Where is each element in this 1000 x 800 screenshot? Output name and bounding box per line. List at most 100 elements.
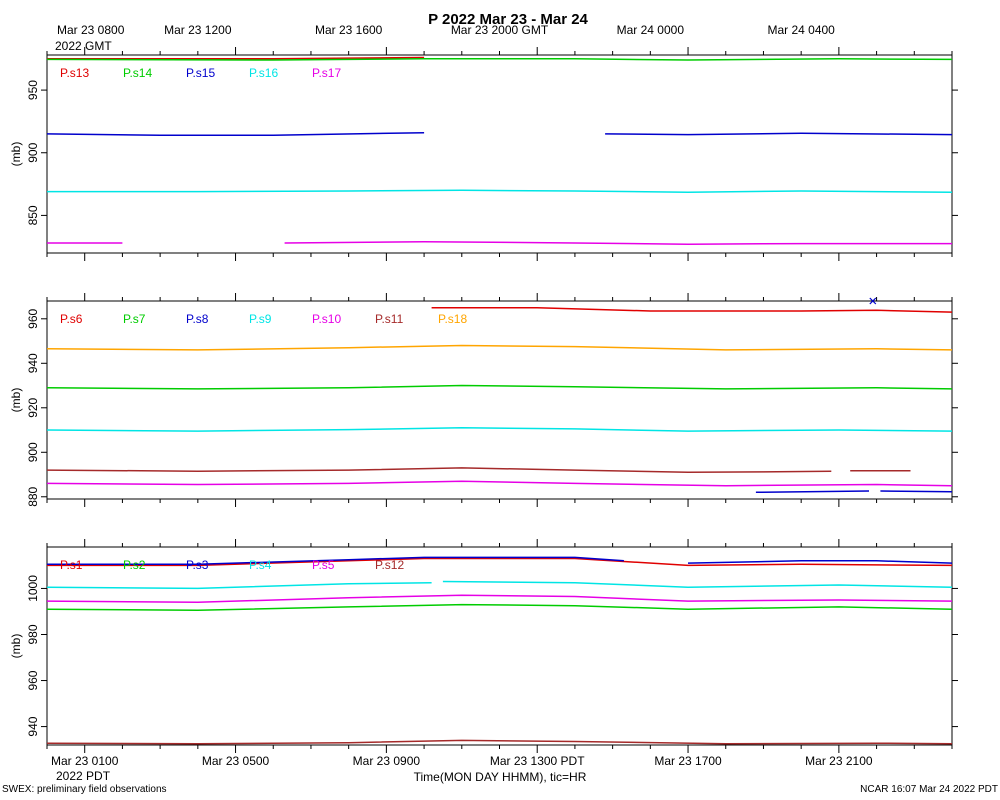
series-line — [46, 594, 953, 604]
series-P.s2 — [46, 603, 953, 612]
top-time-label: Mar 24 0000 — [617, 23, 685, 37]
series-line — [47, 56, 425, 60]
legend-entry: P.s10 — [312, 312, 341, 326]
series-line — [47, 557, 953, 567]
legend-entry: P.s8 — [186, 312, 209, 326]
series-P.s17 — [47, 240, 952, 245]
series-line — [46, 603, 953, 612]
bottom-time-sublabel: 2022 PDT — [56, 769, 111, 783]
legend-entry: P.s16 — [249, 66, 278, 80]
panel-3: 940 960 980 1000 (mb) P.s1 P.s2 P.s3 P.s4 P.s5 P.s… — [9, 539, 958, 753]
series-line — [46, 739, 953, 745]
legend-entry: P.s2 — [123, 558, 146, 572]
marker-stroke — [869, 297, 877, 305]
series-line — [46, 581, 432, 590]
chart-panels: 850 900 950 (mb) P.s13 P.s14 P.s15 P.s16 P.s17 88… — [9, 47, 958, 753]
series-P.s5 — [46, 594, 953, 604]
footer-left-note: SWEX: preliminary field observations — [2, 784, 167, 795]
series-P.s16 — [47, 189, 953, 193]
series-P.s1 — [47, 557, 953, 567]
y-tick-label: 950 — [26, 80, 40, 100]
y-tick-label: 940 — [26, 353, 40, 373]
series-P.s7 — [46, 384, 953, 390]
series-line — [605, 132, 953, 136]
legend-entry: P.s17 — [312, 66, 341, 80]
y-tick-label: 850 — [26, 205, 40, 225]
series-line — [46, 467, 832, 474]
legend-entry: P.s11 — [375, 312, 404, 326]
series-line — [47, 556, 624, 566]
legend-entry: P.s5 — [312, 558, 335, 572]
bottom-time-label: Mar 23 1300 PDT — [490, 754, 585, 768]
bottom-time-label: Mar 23 0500 — [202, 754, 270, 768]
top-time-label: Mar 23 1200 — [164, 23, 232, 37]
y-axis-label: (mb) — [9, 142, 23, 167]
series-P.s4 — [46, 580, 953, 590]
y-tick-label: 960 — [26, 670, 40, 690]
legend-entry: P.s4 — [249, 558, 272, 572]
top-time-label: Mar 23 1600 — [315, 23, 383, 37]
legend-entry: P.s9 — [249, 312, 272, 326]
series-line — [46, 384, 953, 390]
y-tick-label: 920 — [26, 397, 40, 417]
bottom-time-label: Mar 23 2100 — [805, 754, 873, 768]
series-line — [46, 344, 953, 351]
series-P.s14 — [46, 58, 953, 61]
series-P.s10 — [46, 480, 953, 487]
y-axis-label: (mb) — [9, 634, 23, 659]
series-line — [880, 490, 953, 493]
series-line — [46, 480, 953, 487]
y-tick-label: 960 — [26, 308, 40, 328]
legend-entry: P.s12 — [375, 558, 404, 572]
panel-2: 880 900 920 940 960 (mb) P.s6 P.s7 P.s8 P.s9 P.s10… — [9, 293, 958, 507]
series-line — [284, 240, 952, 245]
series-line — [46, 58, 953, 61]
legend-entry: P.s7 — [123, 312, 146, 326]
y-tick-label: 900 — [26, 142, 40, 162]
y-tick-label: 1000 — [26, 575, 40, 602]
legend-entry: P.s14 — [123, 66, 152, 80]
legend-entry: P.s18 — [438, 312, 467, 326]
legend-entry: P.s15 — [186, 66, 215, 80]
chart-title: P 2022 Mar 23 - Mar 24 — [428, 11, 588, 28]
series-P.s11 — [46, 467, 911, 474]
bottom-time-label: Mar 23 1700 — [654, 754, 722, 768]
series-line — [755, 490, 870, 494]
series-line — [47, 189, 953, 193]
top-time-label: Mar 23 0800 — [57, 23, 125, 37]
series-line — [46, 131, 425, 136]
top-time-sublabel: 2022 GMT — [55, 39, 112, 53]
legend-entry: P.s1 — [60, 558, 83, 572]
series-P.s3 — [47, 556, 953, 566]
legend-entry: P.s13 — [60, 66, 89, 80]
y-tick-label: 880 — [26, 486, 40, 506]
series-P.s6 — [431, 306, 953, 313]
series-line — [442, 580, 953, 589]
top-time-label: Mar 24 0400 — [767, 23, 835, 37]
y-axis-label: (mb) — [9, 388, 23, 413]
panel-frame — [46, 54, 953, 254]
x-axis-label: Time(MON DAY HHMM), tic=HR — [414, 770, 587, 784]
y-tick-label: 980 — [26, 624, 40, 644]
data-marker — [869, 297, 877, 305]
bottom-time-label: Mar 23 0900 — [353, 754, 421, 768]
series-P.s8 — [755, 490, 953, 494]
panel-1: 850 900 950 (mb) P.s13 P.s14 P.s15 P.s16 P.s17 — [9, 47, 958, 261]
bottom-time-label: Mar 23 0100 — [51, 754, 119, 768]
panel-frame — [46, 546, 953, 746]
series-P.s15 — [46, 131, 953, 136]
series-P.s13 — [47, 56, 425, 60]
series-line — [46, 427, 953, 432]
legend-entry: P.s6 — [60, 312, 83, 326]
y-tick-label: 940 — [26, 716, 40, 736]
y-tick-label: 900 — [26, 442, 40, 462]
top-time-labels: Mar 23 0800 2022 GMT Mar 23 1200 Mar 23 160… — [55, 23, 835, 53]
series-P.s9 — [46, 427, 953, 432]
legend-entry: P.s3 — [186, 558, 209, 572]
series-line — [687, 560, 953, 564]
series-P.s18 — [46, 344, 953, 351]
series-line — [431, 306, 953, 313]
series-P.s12 — [46, 739, 953, 745]
